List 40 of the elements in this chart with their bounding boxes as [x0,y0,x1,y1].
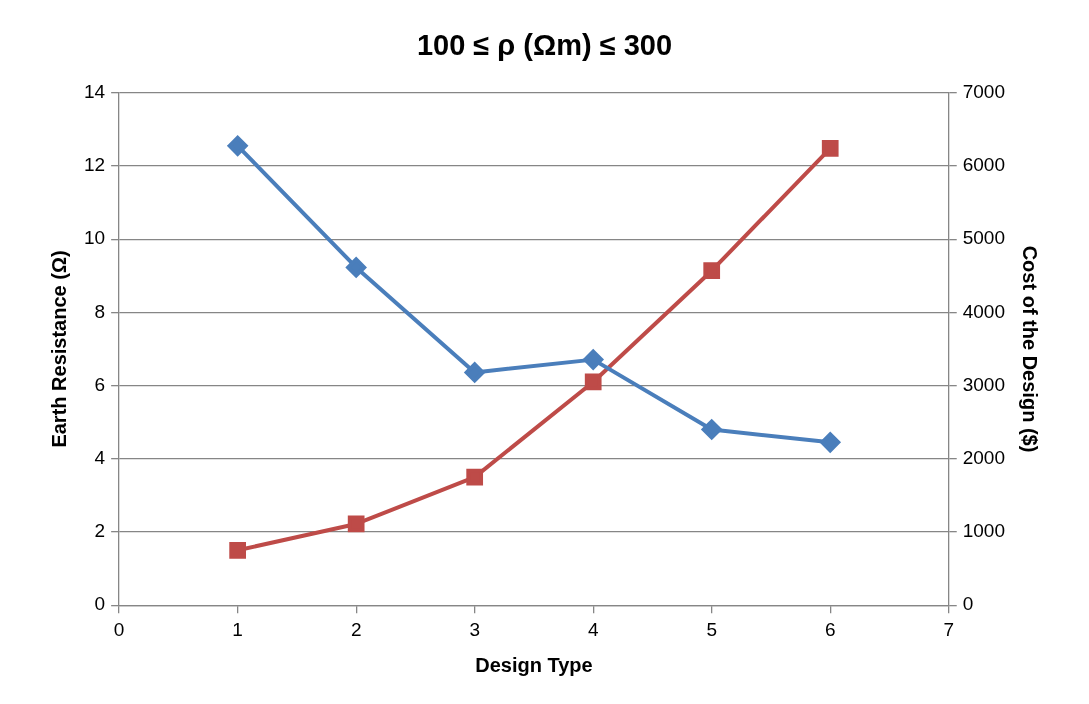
point [347,515,365,533]
y2-tick-label: 5000 [962,227,1006,249]
y-tick-label: 12 [83,154,106,176]
y2-tick-label: 4000 [962,300,1006,322]
y2-tick-label: 3000 [962,373,1006,395]
x-tick-label: 3 [469,618,480,640]
x-tick-label: 1 [232,618,243,640]
point [703,262,721,280]
point [227,135,248,156]
point [584,373,602,391]
point [464,362,485,383]
y2-tick-label: 7000 [962,81,1006,103]
y2-tick-label: 6000 [962,154,1006,176]
y-tick-label: 4 [94,447,106,469]
y-tick-label: 2 [94,520,106,542]
x-tick-label: 6 [824,618,836,640]
point [583,349,604,370]
y-tick-label: 14 [83,81,106,103]
y-tick-label: 8 [94,300,106,322]
y2-tick-label: 1000 [962,520,1006,542]
y-axis-title: Earth Resistance (Ω) [47,250,70,448]
y-tick-label: 10 [83,227,106,249]
point [821,140,839,157]
point [466,468,484,486]
x-tick-label: 5 [706,618,717,640]
point [701,419,722,440]
point [820,432,841,453]
point [346,257,367,278]
x-tick-label: 7 [943,618,955,640]
y2-tick-label: 2000 [962,447,1006,469]
x-axis-title: Design Type [475,653,593,676]
x-tick-label: 0 [113,618,125,640]
y-tick-label: 6 [94,373,106,395]
chart-title: 100 ≤ ρ (Ωm) ≤ 300 [416,29,673,62]
point [229,541,247,559]
x-tick-label: 2 [350,618,362,640]
y2-axis-title: Cost of the Design ($) [1019,245,1042,453]
y-tick-label: 0 [94,593,106,615]
x-tick-label: 4 [587,618,599,640]
y2-tick-label: 0 [962,593,974,615]
